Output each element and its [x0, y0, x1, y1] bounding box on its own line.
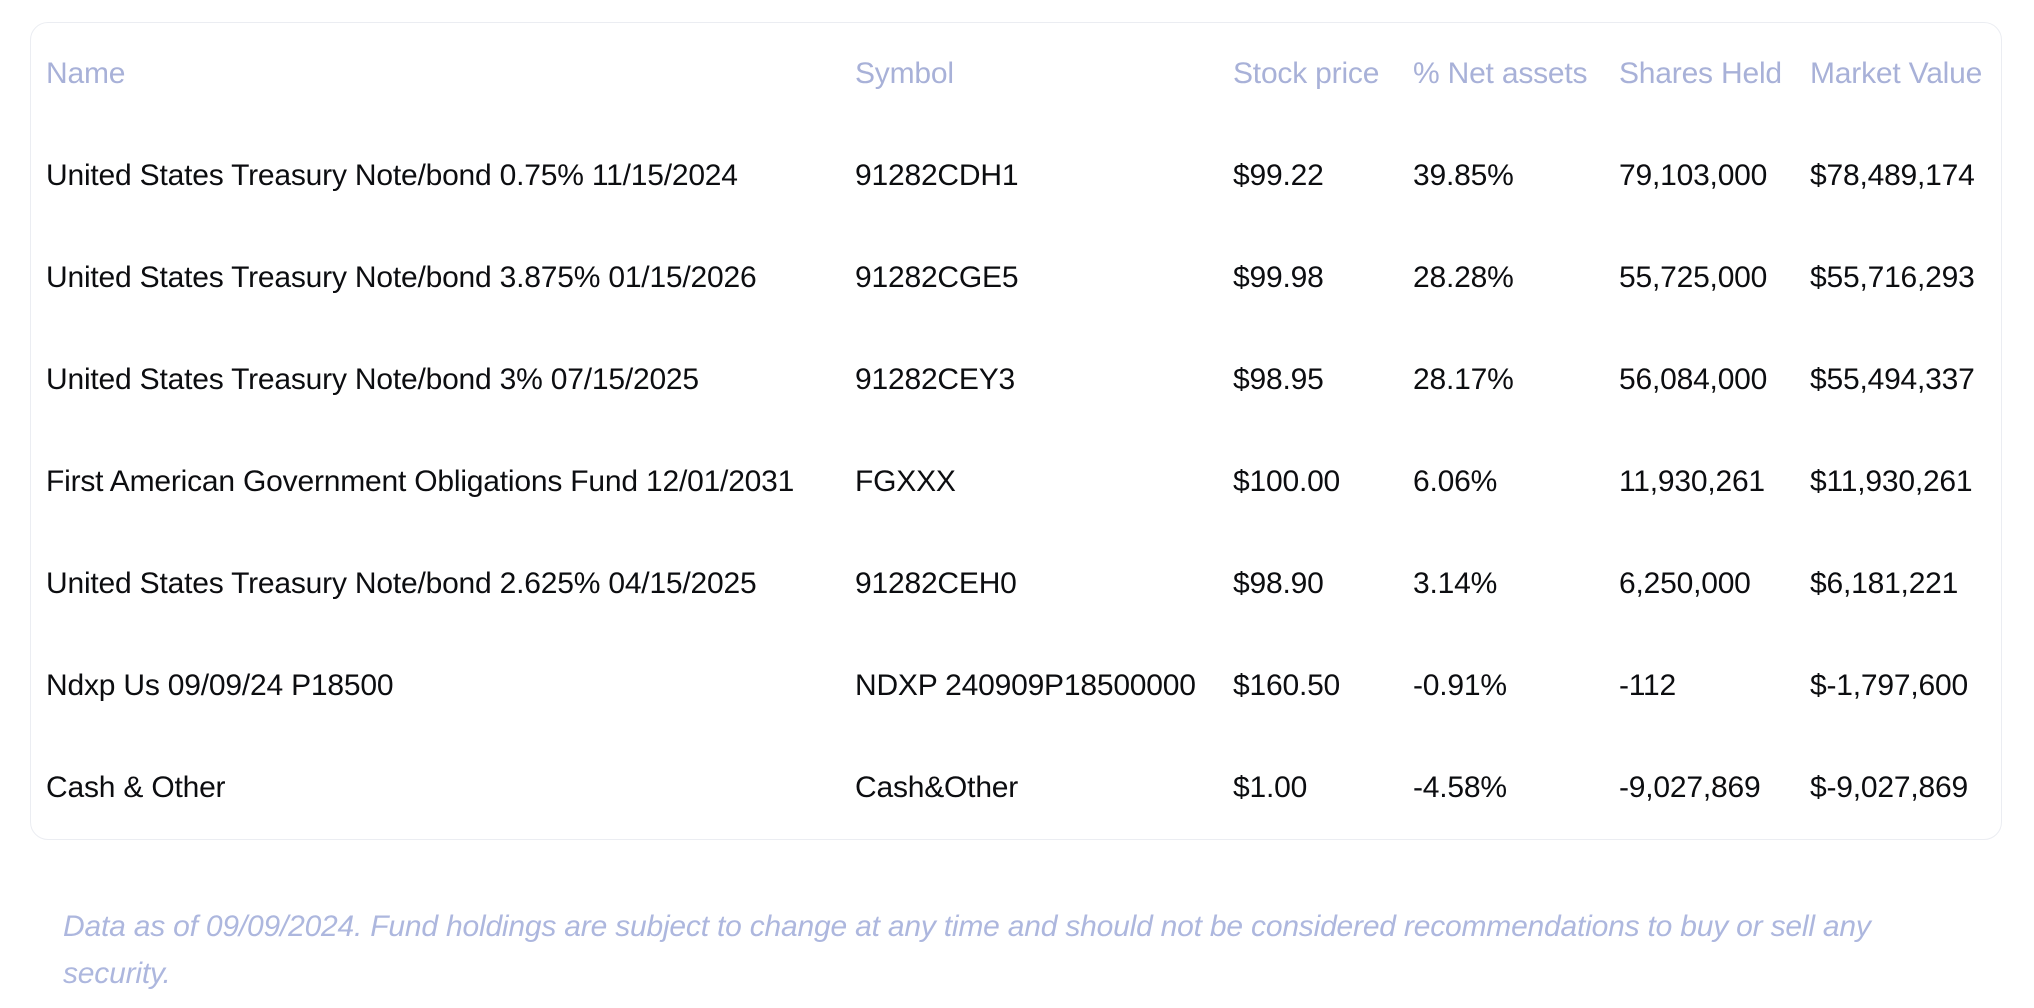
cell-market-value: $78,489,174 [1810, 159, 1975, 192]
column-header-shares-held: Shares Held [1619, 57, 1782, 90]
fund-holdings-table-card: Name Symbol Stock price % Net assets Sha… [30, 22, 2002, 840]
table-body: United States Treasury Note/bond 0.75% 1… [31, 125, 2001, 839]
cell-shares-held: -112 [1619, 669, 1677, 702]
cell-market-value: $55,716,293 [1810, 261, 1975, 294]
cell-net-assets: 28.17% [1413, 363, 1514, 396]
cell-name: United States Treasury Note/bond 3.875% … [46, 261, 757, 294]
cell-symbol: 91282CDH1 [855, 159, 1019, 192]
cell-shares-held: 11,930,261 [1619, 465, 1765, 498]
cell-symbol: 91282CEH0 [855, 567, 1017, 600]
cell-symbol: Cash&Other [855, 771, 1019, 804]
cell-symbol: 91282CGE5 [855, 261, 1019, 294]
cell-stock-price: $160.50 [1233, 669, 1341, 702]
column-header-stock-price: Stock price [1233, 57, 1380, 90]
table-row: United States Treasury Note/bond 0.75% 1… [31, 125, 2001, 227]
table-row: Ndxp Us 09/09/24 P18500 NDXP 240909P1850… [31, 635, 2001, 737]
table-row: United States Treasury Note/bond 3.875% … [31, 227, 2001, 329]
cell-stock-price: $99.98 [1233, 261, 1324, 294]
cell-shares-held: -9,027,869 [1619, 771, 1761, 804]
cell-name: United States Treasury Note/bond 2.625% … [46, 567, 757, 600]
cell-stock-price: $100.00 [1233, 465, 1341, 498]
cell-net-assets: 3.14% [1413, 567, 1498, 600]
cell-symbol: FGXXX [855, 465, 956, 498]
cell-net-assets: 28.28% [1413, 261, 1514, 294]
cell-shares-held: 79,103,000 [1619, 159, 1768, 192]
column-header-net-assets: % Net assets [1413, 57, 1588, 90]
cell-shares-held: 55,725,000 [1619, 261, 1768, 294]
column-header-name: Name [46, 57, 126, 90]
cell-name: Ndxp Us 09/09/24 P18500 [46, 669, 394, 702]
cell-name: First American Government Obligations Fu… [46, 465, 795, 498]
table-row: United States Treasury Note/bond 2.625% … [31, 533, 2001, 635]
cell-symbol: NDXP 240909P18500000 [855, 669, 1196, 702]
cell-net-assets: 39.85% [1413, 159, 1514, 192]
cell-name: Cash & Other [46, 771, 226, 804]
table-row: United States Treasury Note/bond 3% 07/1… [31, 329, 2001, 431]
column-header-market-value: Market Value [1810, 57, 1983, 90]
cell-market-value: $-1,797,600 [1810, 669, 1968, 702]
column-header-symbol: Symbol [855, 57, 954, 90]
cell-stock-price: $98.95 [1233, 363, 1324, 396]
table-row: First American Government Obligations Fu… [31, 431, 2001, 533]
table-row: Cash & Other Cash&Other $1.00 -4.58% -9,… [31, 737, 2001, 839]
cell-market-value: $-9,027,869 [1810, 771, 1968, 804]
cell-name: United States Treasury Note/bond 0.75% 1… [46, 159, 738, 192]
cell-net-assets: 6.06% [1413, 465, 1498, 498]
cell-market-value: $6,181,221 [1810, 567, 1959, 600]
cell-shares-held: 6,250,000 [1619, 567, 1751, 600]
cell-net-assets: -0.91% [1413, 669, 1507, 702]
cell-net-assets: -4.58% [1413, 771, 1507, 804]
cell-market-value: $11,930,261 [1810, 465, 1973, 498]
cell-name: United States Treasury Note/bond 3% 07/1… [46, 363, 699, 396]
cell-market-value: $55,494,337 [1810, 363, 1975, 396]
disclaimer-text: Data as of 09/09/2024. Fund holdings are… [63, 910, 1871, 990]
cell-stock-price: $98.90 [1233, 567, 1324, 600]
cell-stock-price: $99.22 [1233, 159, 1324, 192]
table-header-row: Name Symbol Stock price % Net assets Sha… [31, 23, 2001, 125]
cell-symbol: 91282CEY3 [855, 363, 1015, 396]
cell-stock-price: $1.00 [1233, 771, 1308, 804]
cell-shares-held: 56,084,000 [1619, 363, 1768, 396]
